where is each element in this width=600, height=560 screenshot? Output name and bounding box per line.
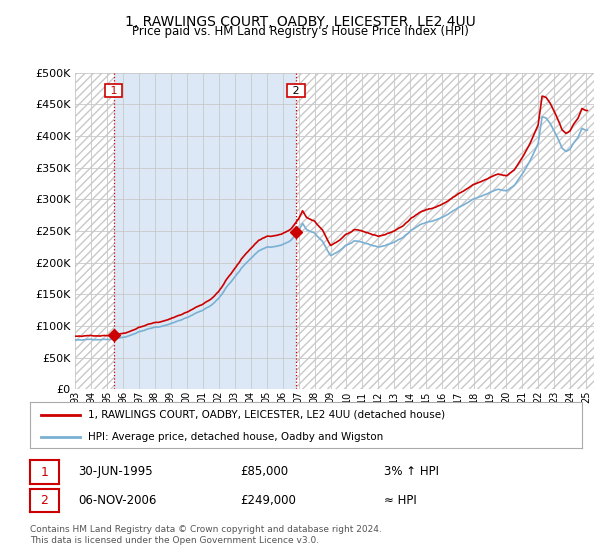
Text: 3% ↑ HPI: 3% ↑ HPI [384,465,439,478]
Text: £249,000: £249,000 [240,493,296,507]
Text: 30-JUN-1995: 30-JUN-1995 [78,465,152,478]
Bar [113,73,296,389]
Text: 1: 1 [107,86,121,96]
Text: Price paid vs. HM Land Registry's House Price Index (HPI): Price paid vs. HM Land Registry's House … [131,25,469,38]
Text: HPI: Average price, detached house, Oadby and Wigston: HPI: Average price, detached house, Oadb… [88,432,383,441]
Text: 1, RAWLINGS COURT, OADBY, LEICESTER, LE2 4UU: 1, RAWLINGS COURT, OADBY, LEICESTER, LE2… [125,15,475,29]
Text: Contains HM Land Registry data © Crown copyright and database right 2024.
This d: Contains HM Land Registry data © Crown c… [30,525,382,545]
Text: 2: 2 [289,86,303,96]
Text: ≈ HPI: ≈ HPI [384,493,417,507]
Text: 1, RAWLINGS COURT, OADBY, LEICESTER, LE2 4UU (detached house): 1, RAWLINGS COURT, OADBY, LEICESTER, LE2… [88,410,445,420]
Text: 06-NOV-2006: 06-NOV-2006 [78,493,157,507]
Text: £85,000: £85,000 [240,465,288,478]
Text: 1: 1 [40,465,49,479]
Text: 2: 2 [40,494,49,507]
